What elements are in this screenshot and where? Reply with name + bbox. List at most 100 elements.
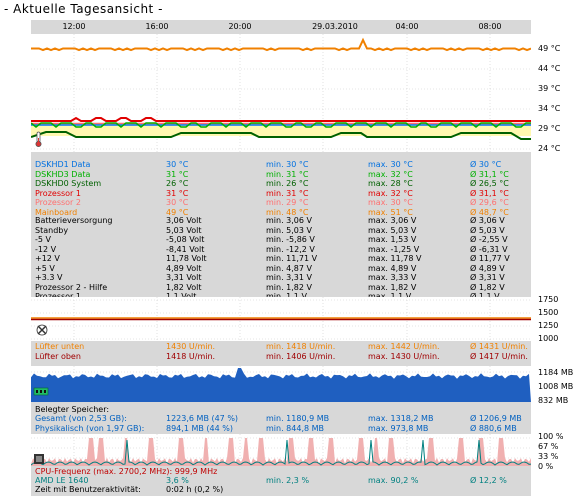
- cpu-y-tick: 33 %: [538, 452, 559, 461]
- voltage-max: max. 5,03 V: [368, 225, 417, 235]
- voltage-row: -12 V -8,41 Volt min. -12,2 V max. -1,25 V Ø…: [31, 245, 531, 254]
- cpu-y-tick: 0 %: [538, 462, 554, 471]
- cpu-y-tick: 100 %: [538, 432, 564, 441]
- cpu-min: min. 2,3 %: [266, 476, 310, 485]
- temperature-row: Prozessor 2 30 °C min. 29 °C max. 30 °C Ø 29…: [31, 198, 531, 207]
- time-tick: 08:00: [478, 22, 502, 31]
- fan-max: max. 1430 U/min.: [368, 351, 440, 361]
- voltage-max: max. 1,53 V: [368, 235, 417, 244]
- temperature-row: Prozessor 1 31 °C min. 31 °C max. 32 °C Ø 31…: [31, 189, 531, 198]
- voltage-label: +12 V: [35, 254, 60, 263]
- voltage-max: max. -1,25 V: [368, 244, 420, 254]
- fan-cur: 1418 U/min.: [166, 351, 216, 361]
- temperature-cur: 26 °C: [166, 179, 189, 188]
- temperature-max: max. 32 °C: [368, 169, 413, 179]
- voltage-label: Prozessor 1: [35, 292, 81, 301]
- memory-area: [31, 368, 531, 402]
- time-tick: 12:00: [62, 22, 86, 31]
- cpu-icon: [34, 454, 44, 464]
- temperature-row: DSKHD1 Data 30 °C min. 30 °C max. 30 °C Ø 30…: [31, 160, 531, 169]
- temp-y-tick: 39 °C: [538, 84, 561, 93]
- thermometer-icon: [35, 131, 42, 147]
- temperature-max: max. 30 °C: [368, 160, 413, 169]
- cpu-plot: [31, 434, 531, 466]
- memory-avg: Ø 880,6 MB: [470, 423, 517, 433]
- cpu-current: 3,6 %: [166, 476, 189, 485]
- user-activity-row: Zeit mit Benutzeraktivität: 0:02 h (0,2 …: [31, 485, 531, 494]
- cpu-y-tick: 67 %: [538, 442, 559, 451]
- fan-label: Lüfter oben: [35, 351, 81, 361]
- voltage-avg: Ø 1,82 V: [470, 282, 505, 292]
- temperature-label: DSKHD0 System: [35, 179, 102, 188]
- temperature-row: DSKHD0 System 26 °C min. 26 °C max. 28 °C Ø …: [31, 179, 531, 188]
- voltage-avg: Ø 1,1 V: [470, 292, 500, 301]
- cpu-frequency: CPU-Frequenz (max. 2700,2 MHz): 999,9 MH…: [35, 467, 218, 476]
- memory-row: Physikalisch (von 1,97 GB): 894,1 MB (44 …: [31, 424, 531, 433]
- voltage-row: +3.3 V 3,31 Volt min. 3,31 V max. 3,33 V Ø 3…: [31, 273, 531, 282]
- fan-y-tick: 1750: [538, 295, 559, 304]
- voltage-max: max. 3,06 V: [368, 216, 417, 225]
- memory-label: Physikalisch (von 1,97 GB):: [35, 423, 145, 433]
- temp-y-tick: 29 °C: [538, 124, 561, 133]
- memory-y-tick: 1008 MB: [538, 382, 574, 391]
- voltage-cur: 3,31 Volt: [166, 273, 202, 282]
- voltage-max: max. 1,1 V: [368, 292, 411, 301]
- voltage-avg: Ø 5,03 V: [470, 225, 505, 235]
- temperature-row: Mainboard 49 °C min. 48 °C max. 51 °C Ø 48,7…: [31, 208, 531, 217]
- temp-y-tick: 49 °C: [538, 44, 561, 53]
- temperature-cur: 30 °C: [166, 160, 189, 169]
- time-tick: 16:00: [145, 22, 169, 31]
- voltage-avg: Ø 3,06 V: [470, 216, 505, 225]
- mainboard-line: [31, 37, 531, 52]
- voltage-row: Batterieversorgung 3,06 Volt min. 3,06 V ma…: [31, 216, 531, 225]
- temperature-max: max. 32 °C: [368, 188, 413, 198]
- temperature-min: min. 26 °C: [266, 179, 309, 188]
- voltage-max: max. 1,82 V: [368, 282, 417, 292]
- temperature-row: DSKHD3 Data 31 °C min. 31 °C max. 32 °C Ø 31…: [31, 170, 531, 179]
- temperature-max: max. 28 °C: [368, 179, 413, 188]
- fan-row: Lüfter unten 1430 U/min. min. 1418 U/min. m…: [31, 342, 531, 351]
- fan-avg: Ø 1431 U/min.: [470, 342, 528, 351]
- temperature-avg: Ø 31,1 °C: [470, 169, 509, 179]
- voltage-min: min. 3,06 V: [266, 216, 312, 225]
- voltage-min: min. -12,2 V: [266, 244, 315, 254]
- hd0-line: [31, 131, 531, 140]
- temp-y-tick: 44 °C: [538, 64, 561, 73]
- fan-max: max. 1442 U/min.: [368, 342, 440, 351]
- user-activity-label: Zeit mit Benutzeraktivität:: [35, 485, 141, 494]
- cpu-avg: Ø 12,2 %: [470, 476, 507, 485]
- cpu-load-row: AMD LE 1640 3,6 % min. 2,3 % max. 90,2 %…: [31, 476, 531, 485]
- memory-y-tick: 1184 MB: [538, 368, 574, 377]
- temperature-avg: Ø 26,5 °C: [470, 179, 509, 188]
- cpu-label: AMD LE 1640: [35, 476, 89, 485]
- cpu-load-line: [31, 439, 531, 466]
- voltage-cur: 11,78 Volt: [166, 254, 207, 263]
- voltage-row: +5 V 4,89 Volt min. 4,87 V max. 4,89 V Ø 4,8…: [31, 264, 531, 273]
- voltage-cur: 5,03 Volt: [166, 225, 202, 235]
- fan-min: min. 1418 U/min.: [266, 342, 336, 351]
- voltage-cur: 4,89 Volt: [166, 263, 202, 273]
- voltage-min: min. 4,87 V: [266, 263, 312, 273]
- voltage-row: Prozessor 1 1,1 Volt min. 1,1 V max. 1,1 V Ø…: [31, 292, 531, 301]
- fan-label: Lüfter unten: [35, 342, 85, 351]
- voltage-avg: Ø 11,77 V: [470, 254, 510, 263]
- temperature-min: min. 29 °C: [266, 198, 309, 207]
- temperature-graph: [31, 34, 531, 152]
- memory-cur: 1223,6 MB (47 %): [166, 414, 239, 423]
- memory-min: min. 844,8 MB: [266, 423, 325, 433]
- temperature-min: min. 48 °C: [266, 207, 309, 217]
- temperature-label: Mainboard: [35, 207, 78, 217]
- temperature-min: min. 30 °C: [266, 160, 309, 169]
- temp-y-tick: 34 °C: [538, 104, 561, 113]
- voltage-cur: -8,41 Volt: [166, 244, 205, 254]
- voltage-cur: 3,06 Volt: [166, 216, 202, 225]
- voltage-label: -5 V: [35, 235, 51, 244]
- fan-plot: [31, 297, 531, 341]
- voltage-label: +5 V: [35, 263, 55, 273]
- user-activity-value: 0:02 h (0,2 %): [166, 485, 224, 494]
- temperature-highlight-band: [31, 126, 531, 136]
- temperature-avg: Ø 29,6 °C: [470, 198, 509, 207]
- temperature-label: Prozessor 1: [35, 188, 81, 198]
- voltage-cur: -5,08 Volt: [166, 235, 205, 244]
- memory-cur: 894,1 MB (44 %): [166, 423, 233, 433]
